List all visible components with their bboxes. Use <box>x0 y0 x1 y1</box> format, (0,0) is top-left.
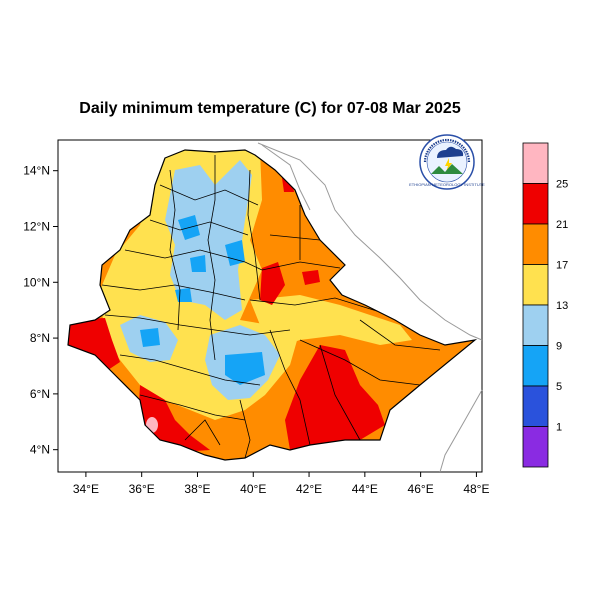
field-5-9-pocket-3 <box>190 255 206 272</box>
colorbar: 25 21 17 13 9 5 1 <box>522 142 568 468</box>
colorbar-bins <box>522 142 549 468</box>
colorbar-bin <box>522 426 549 468</box>
lat-tick-label: 10°N <box>23 275 50 289</box>
field-21-25-southeast-block <box>285 345 385 450</box>
lat-tick-label: 6°N <box>30 387 50 401</box>
lat-tick-label: 12°N <box>23 219 50 233</box>
colorbar-bin <box>522 223 549 265</box>
map-panel: ETHIOPIAN METEOROLOGY INSTITUTE 34°E 36°E… <box>23 134 489 496</box>
lon-tick-label: 46°E <box>408 482 434 496</box>
lon-tick-label: 40°E <box>240 482 266 496</box>
colorbar-bin <box>522 345 549 387</box>
field-5-9-pocket-2 <box>225 240 245 266</box>
colorbar-label: 5 <box>556 381 562 393</box>
colorbar-label: 17 <box>556 260 568 272</box>
field-21-25-rift-strip <box>260 262 285 305</box>
longitude-axis: 34°E 36°E 38°E 40°E 42°E 44°E 46°E 48°E <box>73 472 489 496</box>
field-9-13-north <box>165 160 252 320</box>
colorbar-label: 9 <box>556 341 562 353</box>
logo-ring-text-arc <box>423 138 471 163</box>
field-5-9-pocket-4 <box>140 328 160 347</box>
lon-tick-label: 36°E <box>129 482 155 496</box>
logo-cloud-icon <box>437 146 464 158</box>
lon-tick-label: 48°E <box>463 482 489 496</box>
colorbar-label: 13 <box>556 300 568 312</box>
lon-tick-label: 42°E <box>296 482 322 496</box>
lat-tick-label: 8°N <box>30 331 50 345</box>
ethiopia-outline <box>67 149 478 461</box>
colorbar-bin <box>522 304 549 346</box>
field-21-25-afar-pocket <box>302 270 320 285</box>
lat-tick-label: 4°N <box>30 443 50 457</box>
map-title: Daily minimum temperature (C) for 07-08 … <box>79 100 461 117</box>
colorbar-bin <box>522 385 549 427</box>
colorbar-label: 21 <box>556 219 568 231</box>
latitude-axis: 14°N 12°N 10°N 8°N 6°N 4°N <box>23 164 58 457</box>
admin-boundaries <box>101 155 441 459</box>
colorbar-label: 25 <box>556 179 568 191</box>
colorbar-label: 1 <box>556 422 562 434</box>
field-5-9-pocket-5 <box>225 352 265 385</box>
lon-tick-label: 44°E <box>352 482 378 496</box>
colorbar-labels: 25 21 17 13 9 5 1 <box>556 179 568 434</box>
colorbar-bin <box>522 142 549 184</box>
ethiopian-meteorology-institute-logo: ETHIOPIAN METEOROLOGY INSTITUTE <box>409 134 485 190</box>
colorbar-bin <box>522 183 549 225</box>
lon-tick-label: 38°E <box>184 482 210 496</box>
logo-ring-text: ETHIOPIAN METEOROLOGY INSTITUTE <box>409 182 485 187</box>
colorbar-bin <box>522 264 549 306</box>
lat-tick-label: 14°N <box>23 164 50 178</box>
logo-mountains-icon <box>431 164 463 174</box>
neighbor-borders <box>257 142 483 473</box>
field-13-17-southeast-band <box>250 295 412 350</box>
field-21-25-west-lowland <box>68 318 120 372</box>
logo-lightning-icon <box>445 158 452 172</box>
lon-tick-label: 34°E <box>73 482 99 496</box>
field-5-9-pocket-6 <box>175 288 192 302</box>
